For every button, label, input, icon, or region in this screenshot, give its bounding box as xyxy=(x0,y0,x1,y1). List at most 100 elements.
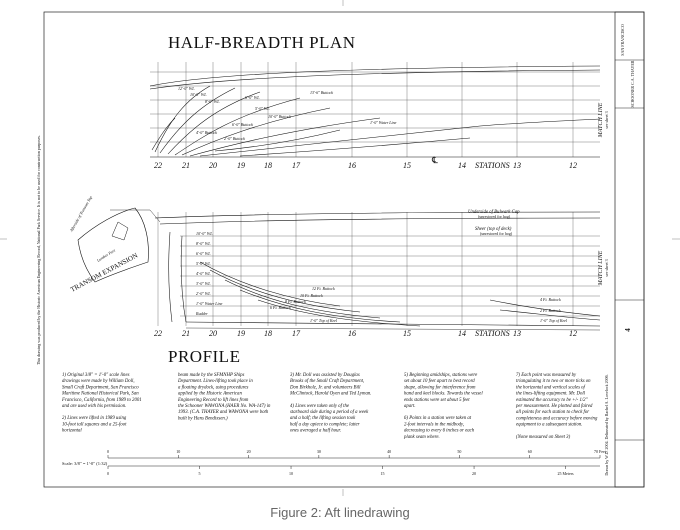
note-1: 1) Original 3/8" = 1'-0" scale lines draw… xyxy=(61,373,142,409)
scale-meter-tick: 0 xyxy=(107,471,109,476)
profile-wl-label: Rudder xyxy=(195,311,208,316)
plan-label-7: 10'-0" Buttock xyxy=(268,114,291,119)
plan-label-8: 6'-0" Buttock xyxy=(232,122,253,127)
side-note: This drawing was produced by the Histori… xyxy=(36,135,42,365)
profile-wl-label: 1'-0" Water Line xyxy=(196,301,223,306)
profile-title: PROFILE xyxy=(168,347,240,366)
profile-grid xyxy=(157,212,600,326)
profile-station-16: 16 xyxy=(348,329,356,338)
scale-feet-tick: 10 xyxy=(176,449,180,454)
prof-match-line: MATCH LINE xyxy=(598,250,604,286)
profile-station-13: 13 xyxy=(513,329,521,338)
plan-label-9: 4'-0" Buttock xyxy=(196,130,217,135)
plan-station-13: 13 xyxy=(513,161,521,170)
plan-label-6: 13'-6" Buttock xyxy=(310,90,333,95)
profile-station-17: 17 xyxy=(292,329,301,338)
profile-wl-label: 6'-0" WL xyxy=(196,251,211,256)
scale-feet-tick: 30 xyxy=(317,449,321,454)
after-face-label: Afterside of Transom Top xyxy=(68,195,93,233)
plan-station-12: 12 xyxy=(569,161,577,170)
scale-meter-tick: 25 Meters xyxy=(558,471,575,476)
plan-station-14: 14 xyxy=(458,161,466,170)
lumber-port-label: Lumber Port xyxy=(95,247,117,263)
plan-station-17: 17 xyxy=(292,161,301,170)
profile-station-15: 15 xyxy=(403,329,411,338)
scale-feet-tick: 0 xyxy=(107,449,109,454)
plan-station-15: 15 xyxy=(403,161,411,170)
prof-buttock-5: 4 Ft. Buttock xyxy=(540,297,561,302)
prof-match-sub: see sheet 3 xyxy=(604,259,609,276)
profile-wl-label: 2'-0" WL xyxy=(196,291,211,296)
plan-station-18: 18 xyxy=(264,161,272,170)
note-8: 7) Each point was measured by triangulati… xyxy=(515,373,598,428)
scale-bar: 0 10 20 30 40 50 60 70 Feet 0 5 10 15 20 25 Meters xyxy=(107,449,607,476)
scale-feet-tick: 40 xyxy=(387,449,391,454)
notes-block: 1) Original 3/8" = 1'-0" scale lines draw… xyxy=(61,373,598,440)
profile-station-14: 14 xyxy=(458,329,466,338)
title-block-vessel: SCHOONER C.A. THAYER xyxy=(630,60,635,107)
sheer-sub: (unrestored for hog) xyxy=(480,231,513,236)
plan-station-16: 16 xyxy=(348,161,356,170)
plan-match-line: MATCH LINE xyxy=(598,102,604,138)
profile-station-22: 22 xyxy=(154,329,162,338)
half-breadth-grid xyxy=(150,62,600,157)
note-5: 4) Lines were taken only of the starboard… xyxy=(290,404,369,434)
note-2: 2) Lines were lifted in 1989 using 10-foo… xyxy=(62,416,127,433)
profile-wl-label: 3'-0" WL xyxy=(196,281,211,286)
plan-label-4: 6'-0" WL xyxy=(245,95,260,100)
profile-station-18: 18 xyxy=(264,329,272,338)
scale-feet-tick: 60 xyxy=(528,449,532,454)
title-block-sheet: 4 xyxy=(624,328,632,332)
prof-buttock-4: 6 Ft. Buttock xyxy=(270,305,291,310)
prof-buttock-6: 2 Ft. Buttock xyxy=(540,308,561,313)
note-4: 3) Mr. Doll was assisted by Douglas Brook… xyxy=(289,373,371,397)
plan-station-20: 20 xyxy=(209,161,217,170)
scale-feet-tick: 70 Feet xyxy=(594,449,607,454)
keel-label: 1'-0" Top of Keel xyxy=(310,318,338,323)
scale-meter-tick: 5 xyxy=(199,471,201,476)
plan-station-22: 22 xyxy=(154,161,162,170)
profile-station-21: 21 xyxy=(182,329,190,338)
scale-meter-tick: 15 xyxy=(381,471,385,476)
scale-feet-tick: 50 xyxy=(457,449,461,454)
centerline-symbol: ℄ xyxy=(431,155,438,165)
profile-wl-label: 8'-0" WL xyxy=(196,241,211,246)
prof-buttock-1: 12 Ft. Buttock xyxy=(312,286,335,291)
plan-match-sub: see sheet 3 xyxy=(604,111,609,128)
sheer-note: Sheer (top of deck) xyxy=(475,227,512,232)
prof-buttock-2: 10 Ft. Buttock xyxy=(300,293,323,298)
plan-label-1: 12'-0" WL xyxy=(178,86,195,91)
scale-feet-tick: 20 xyxy=(247,449,251,454)
profile-station-12: 12 xyxy=(569,329,577,338)
plan-station-19: 19 xyxy=(237,161,245,170)
half-breadth-curves xyxy=(149,65,601,158)
plan-label-10: 2'-0" Buttock xyxy=(224,136,245,141)
profile-curves xyxy=(77,207,601,331)
prof-buttock-3: 8 Ft. Buttock xyxy=(285,299,306,304)
plan-label-3: 8'-0" WL xyxy=(205,99,220,104)
scale-meter-tick: 10 xyxy=(289,471,293,476)
title-block-location: SAN FRANCISCO xyxy=(620,24,625,56)
plan-stations-label: STATIONS xyxy=(475,161,510,170)
profile-wl-label: 10'-0" WL xyxy=(196,231,213,236)
note-9: (None measured on Sheet 3) xyxy=(516,435,571,440)
half-breadth-title: HALF-BREADTH PLAN xyxy=(168,33,355,52)
profile-station-20: 20 xyxy=(209,329,217,338)
plan-label-5: 5'-0" WL xyxy=(255,106,270,111)
side-credit: Drawn by W.D. 2004. Delineated by Rachel… xyxy=(604,374,609,475)
figure-caption: Figure 2: Aft linedrawing xyxy=(270,505,410,520)
plan-station-21: 21 xyxy=(182,161,190,170)
profile-wl-label: 4'-0" WL xyxy=(196,271,211,276)
plan-station-numbers: 22 21 20 19 18 17 16 15 14 13 12 xyxy=(154,161,577,170)
note-3: beam made by the SFMNHP Ships Department.… xyxy=(177,373,271,421)
scale-meter-tick: 20 xyxy=(472,471,476,476)
bulwark-sub: (unrestored for hog) xyxy=(478,214,511,219)
profile-station-19: 19 xyxy=(237,329,245,338)
note-6: 5) Beginning amidships, stations were set… xyxy=(404,373,483,409)
prof-stations-label: STATIONS xyxy=(475,329,510,338)
profile-wl-labels: 10'-0" WL 8'-0" WL 6'-0" WL 5'-0" WL 4'-0" W… xyxy=(195,231,223,316)
scale-label: Scale: 3/8" = 1'-0" (1:32) xyxy=(62,461,108,466)
bulwark-note: Underside of Bulwark Cap xyxy=(468,210,520,215)
